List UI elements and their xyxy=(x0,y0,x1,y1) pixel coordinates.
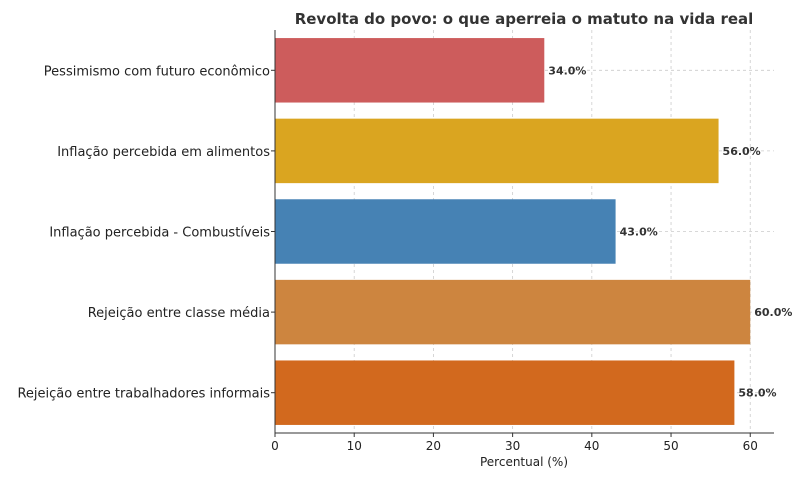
bars xyxy=(275,38,751,425)
category-label: Inflação percebida - Combustíveis xyxy=(49,226,270,241)
bar-value-label: 56.0% xyxy=(723,145,761,158)
bar xyxy=(275,38,545,103)
bar-value-label: 43.0% xyxy=(620,226,658,239)
bar xyxy=(275,360,735,425)
category-label: Rejeição entre trabalhadores informais xyxy=(17,387,270,402)
axes: 0 10 20 30 40 50 60 xyxy=(271,30,774,453)
x-tick-label: 20 xyxy=(426,439,441,453)
data-labels: 34.0% Pessimismo com futuro econômico 56.0… xyxy=(17,64,792,401)
bar-value-label: 60.0% xyxy=(754,306,792,319)
category-label: Inflação percebida em alimentos xyxy=(57,145,270,160)
bar xyxy=(275,118,719,184)
x-tick-label: 60 xyxy=(743,439,758,453)
category-label: Pessimismo com futuro econômico xyxy=(44,64,270,79)
category-label: Rejeição entre classe média xyxy=(88,306,270,321)
chart-title: Revolta do povo: o que aperreia o matuto… xyxy=(295,10,754,28)
bar xyxy=(275,199,616,264)
bar-value-label: 34.0% xyxy=(548,64,586,77)
x-tick-label: 30 xyxy=(505,439,520,453)
bar xyxy=(275,279,751,345)
bar-value-label: 58.0% xyxy=(738,387,776,400)
x-tick-label: 40 xyxy=(584,439,599,453)
x-tick-label: 10 xyxy=(347,439,362,453)
x-axis-title: Percentual (%) xyxy=(480,455,568,469)
x-tick-label: 0 xyxy=(271,439,279,453)
x-tick-label: 50 xyxy=(663,439,678,453)
